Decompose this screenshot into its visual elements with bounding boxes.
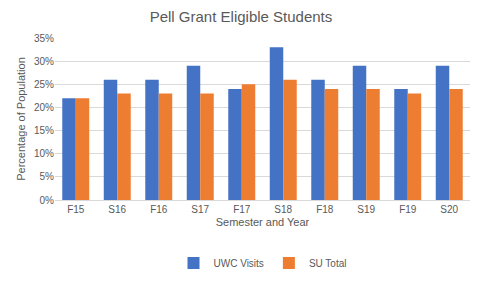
svg-text:20%: 20% xyxy=(34,102,54,113)
svg-text:S19: S19 xyxy=(357,204,375,215)
svg-text:10%: 10% xyxy=(34,148,54,159)
svg-text:S16: S16 xyxy=(108,204,126,215)
svg-text:SU Total: SU Total xyxy=(309,258,347,269)
svg-text:25%: 25% xyxy=(34,79,54,90)
svg-text:Pell Grant Eligible Students: Pell Grant Eligible Students xyxy=(150,8,333,25)
svg-text:15%: 15% xyxy=(34,125,54,136)
svg-text:35%: 35% xyxy=(34,33,54,44)
svg-text:5%: 5% xyxy=(40,171,55,182)
svg-text:Semester and Year: Semester and Year xyxy=(216,216,310,228)
svg-text:Percentage of Population: Percentage of Population xyxy=(15,57,27,181)
svg-text:S18: S18 xyxy=(274,204,292,215)
svg-text:F19: F19 xyxy=(399,204,417,215)
svg-text:0%: 0% xyxy=(40,195,55,206)
svg-text:F15: F15 xyxy=(67,204,85,215)
svg-text:S20: S20 xyxy=(440,204,458,215)
svg-text:30%: 30% xyxy=(34,56,54,67)
svg-text:UWC Visits: UWC Visits xyxy=(214,258,264,269)
svg-text:F17: F17 xyxy=(233,204,251,215)
svg-text:S17: S17 xyxy=(191,204,209,215)
svg-text:F16: F16 xyxy=(150,204,168,215)
svg-text:F18: F18 xyxy=(316,204,334,215)
